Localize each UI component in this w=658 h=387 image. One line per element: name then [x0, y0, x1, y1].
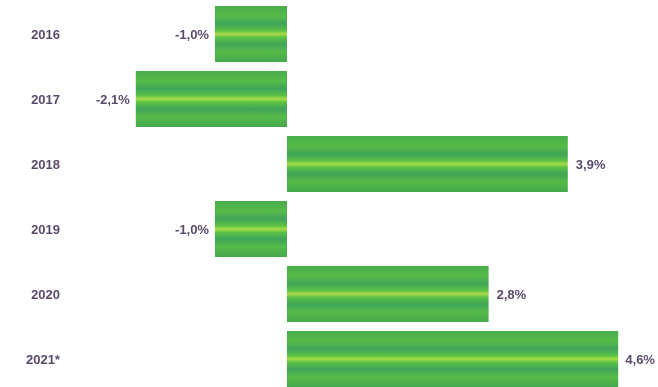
- value-label: 2,8%: [497, 287, 527, 302]
- bar-2019: [215, 201, 287, 257]
- category-label: 2021*: [26, 352, 61, 367]
- bar-2017: [135, 71, 287, 127]
- value-label: 4,6%: [625, 352, 655, 367]
- category-label: 2016: [31, 27, 60, 42]
- value-label: 3,9%: [576, 157, 606, 172]
- bar-2016: [215, 6, 287, 62]
- category-label: 2020: [31, 287, 60, 302]
- value-label: -1,0%: [175, 27, 209, 42]
- category-label: 2019: [31, 222, 60, 237]
- bar-2021: [287, 331, 619, 387]
- value-label: -1,0%: [175, 222, 209, 237]
- category-label: 2017: [31, 92, 60, 107]
- bar-2020: [287, 266, 489, 322]
- bar-2018: [287, 136, 568, 192]
- category-label: 2018: [31, 157, 60, 172]
- value-label: -2,1%: [96, 92, 130, 107]
